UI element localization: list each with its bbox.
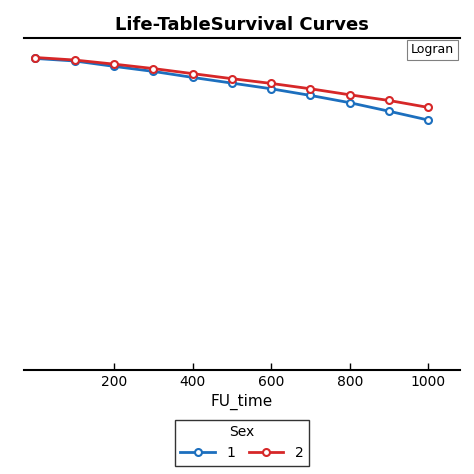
2 [111, 61, 117, 67]
1 [72, 58, 78, 64]
1 [151, 69, 156, 74]
Legend: 1, 2: 1, 2 [174, 420, 309, 466]
2 [151, 66, 156, 72]
Title: Life-TableSurvival Curves: Life-TableSurvival Curves [115, 16, 369, 34]
1 [308, 92, 313, 98]
1 [347, 100, 353, 106]
1 [229, 80, 235, 86]
2 [229, 76, 235, 82]
1 [111, 64, 117, 69]
Line: 1: 1 [32, 55, 432, 124]
2 [386, 98, 392, 103]
2 [347, 92, 353, 98]
1 [190, 74, 195, 80]
1 [386, 109, 392, 114]
Text: Logran: Logran [411, 44, 454, 56]
1 [33, 55, 38, 61]
2 [426, 105, 431, 110]
Line: 2: 2 [32, 54, 432, 111]
2 [190, 71, 195, 76]
2 [268, 81, 274, 86]
2 [308, 86, 313, 91]
2 [33, 55, 38, 60]
1 [426, 117, 431, 123]
2 [72, 57, 78, 63]
X-axis label: FU_time: FU_time [210, 394, 273, 410]
1 [268, 86, 274, 91]
